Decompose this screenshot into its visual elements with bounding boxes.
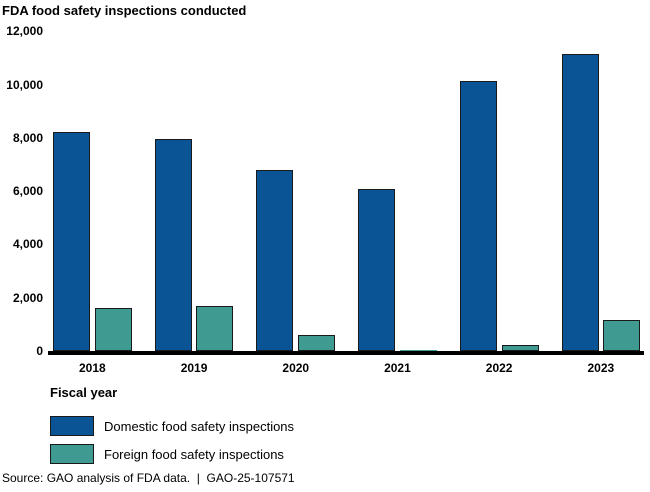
x-tick-label-2019: 2019 xyxy=(180,361,208,375)
x-tick-label-2022: 2022 xyxy=(485,361,513,375)
bar-foreign-2023 xyxy=(603,320,641,351)
y-tick-label-12000: 12,000 xyxy=(6,24,43,39)
y-tick-label-2000: 2,000 xyxy=(12,290,43,305)
legend-label-foreign: Foreign food safety inspections xyxy=(104,447,284,462)
bar-domestic-2023 xyxy=(561,54,599,351)
bar-foreign-2019 xyxy=(196,305,234,351)
bar-foreign-2018 xyxy=(94,307,132,351)
legend-swatch-foreign xyxy=(50,444,94,464)
x-axis-line xyxy=(48,351,644,355)
chart-title: FDA food safety inspections conducted xyxy=(2,3,247,18)
bar-foreign-2022 xyxy=(501,344,539,351)
y-tick-label-10000: 10,000 xyxy=(6,77,43,92)
legend-label-domestic: Domestic food safety inspections xyxy=(104,419,295,434)
source-note: Source: GAO analysis of FDA data. | GAO-… xyxy=(2,471,295,485)
x-tick-label-2020: 2020 xyxy=(282,361,310,375)
y-tick-label-0: 0 xyxy=(36,344,43,358)
x-axis-title: Fiscal year xyxy=(50,385,118,400)
bar-domestic-2022 xyxy=(459,80,497,351)
bar-domestic-2019 xyxy=(154,139,192,351)
bar-domestic-2021 xyxy=(358,188,396,351)
y-tick-label-4000: 4,000 xyxy=(12,237,43,252)
y-tick-label-8000: 8,000 xyxy=(12,130,43,145)
bar-foreign-2020 xyxy=(298,335,336,351)
y-tick-label-6000: 6,000 xyxy=(12,184,43,199)
bar-domestic-2018 xyxy=(53,132,90,351)
x-tick-label-2018: 2018 xyxy=(78,361,106,375)
legend-swatch-domestic xyxy=(50,416,94,436)
bar-foreign-2021 xyxy=(399,350,437,351)
x-tick-label-2023: 2023 xyxy=(587,361,615,375)
bar-domestic-2020 xyxy=(256,169,294,351)
x-tick-label-2021: 2021 xyxy=(384,361,411,375)
